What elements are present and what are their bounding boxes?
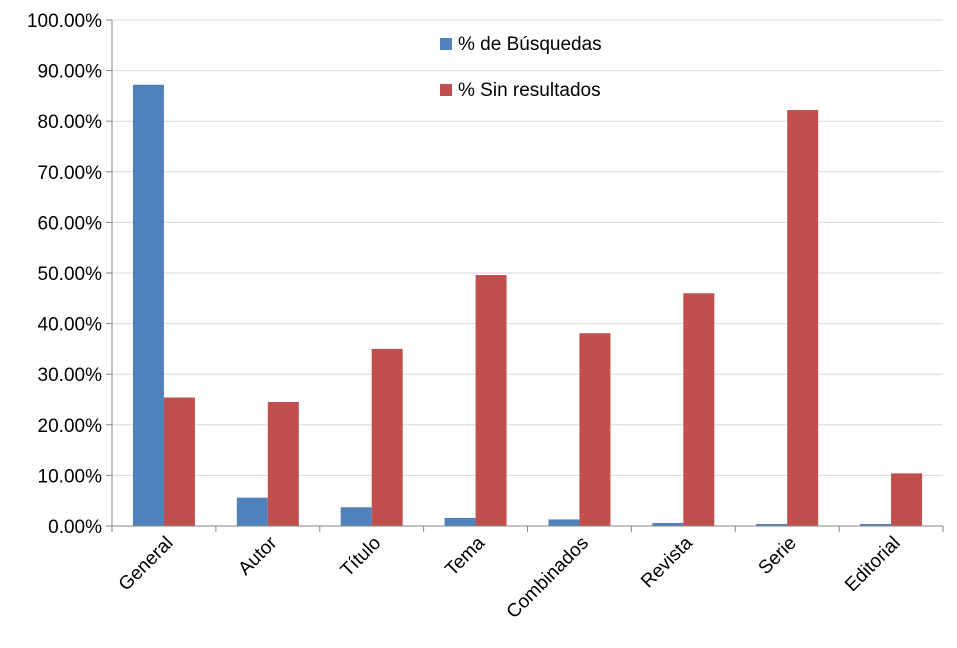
bar-busquedas <box>132 84 164 526</box>
y-tick-label: 0.00% <box>48 517 102 538</box>
legend: % de Búsquedas % Sin resultados <box>440 34 602 101</box>
y-tick-labels: 0.00% 10.00% 20.00% 30.00% 40.00% 50.00% 60.00… <box>27 11 102 538</box>
bar-sin-resultados <box>267 402 299 526</box>
bar-busquedas <box>444 517 476 526</box>
x-tick-label: Revista <box>637 532 697 592</box>
gridlines <box>112 19 943 476</box>
bar-busquedas <box>860 523 892 526</box>
x-tick-label: Combinados <box>503 533 593 623</box>
bar-sin-resultados <box>683 293 715 526</box>
bar-sin-resultados <box>579 333 611 526</box>
bar-sin-resultados <box>787 110 819 527</box>
bars <box>132 84 923 527</box>
legend-swatch <box>440 84 452 96</box>
y-tick-label: 40.00% <box>38 315 103 336</box>
bar-sin-resultados <box>475 275 507 526</box>
bar-busquedas <box>340 507 372 526</box>
bar-busquedas <box>236 497 268 526</box>
legend-label: % de Búsquedas <box>458 34 602 55</box>
bar-sin-resultados <box>163 397 195 526</box>
bar-busquedas <box>652 522 684 526</box>
y-tick-label: 80.00% <box>38 112 103 133</box>
y-tick-label: 70.00% <box>38 163 103 184</box>
legend-label: % Sin resultados <box>458 80 601 101</box>
bar-sin-resultados <box>371 348 403 526</box>
y-tick-label: 60.00% <box>38 213 103 234</box>
bar-busquedas <box>756 523 788 526</box>
x-tick-label: Título <box>337 533 385 581</box>
y-tick-label: 20.00% <box>38 416 103 437</box>
bar-sin-resultados <box>891 473 923 526</box>
x-tick-label: Editorial <box>841 533 904 596</box>
y-tick-label: 50.00% <box>38 264 103 285</box>
bar-busquedas <box>548 519 580 526</box>
legend-swatch <box>440 38 452 50</box>
x-tick-label: Serie <box>755 533 801 579</box>
x-tick-label: Tema <box>441 532 489 580</box>
x-tick-label: General <box>115 533 178 596</box>
y-tick-label: 90.00% <box>38 62 103 83</box>
y-tick-label: 30.00% <box>38 365 103 386</box>
axes <box>106 19 944 532</box>
y-tick-label: 100.00% <box>27 11 102 32</box>
x-tick-labels: General Autor Título Tema Combinados Revista S… <box>115 532 905 623</box>
y-tick-label: 10.00% <box>38 466 103 487</box>
x-tick-label: Autor <box>234 532 281 579</box>
